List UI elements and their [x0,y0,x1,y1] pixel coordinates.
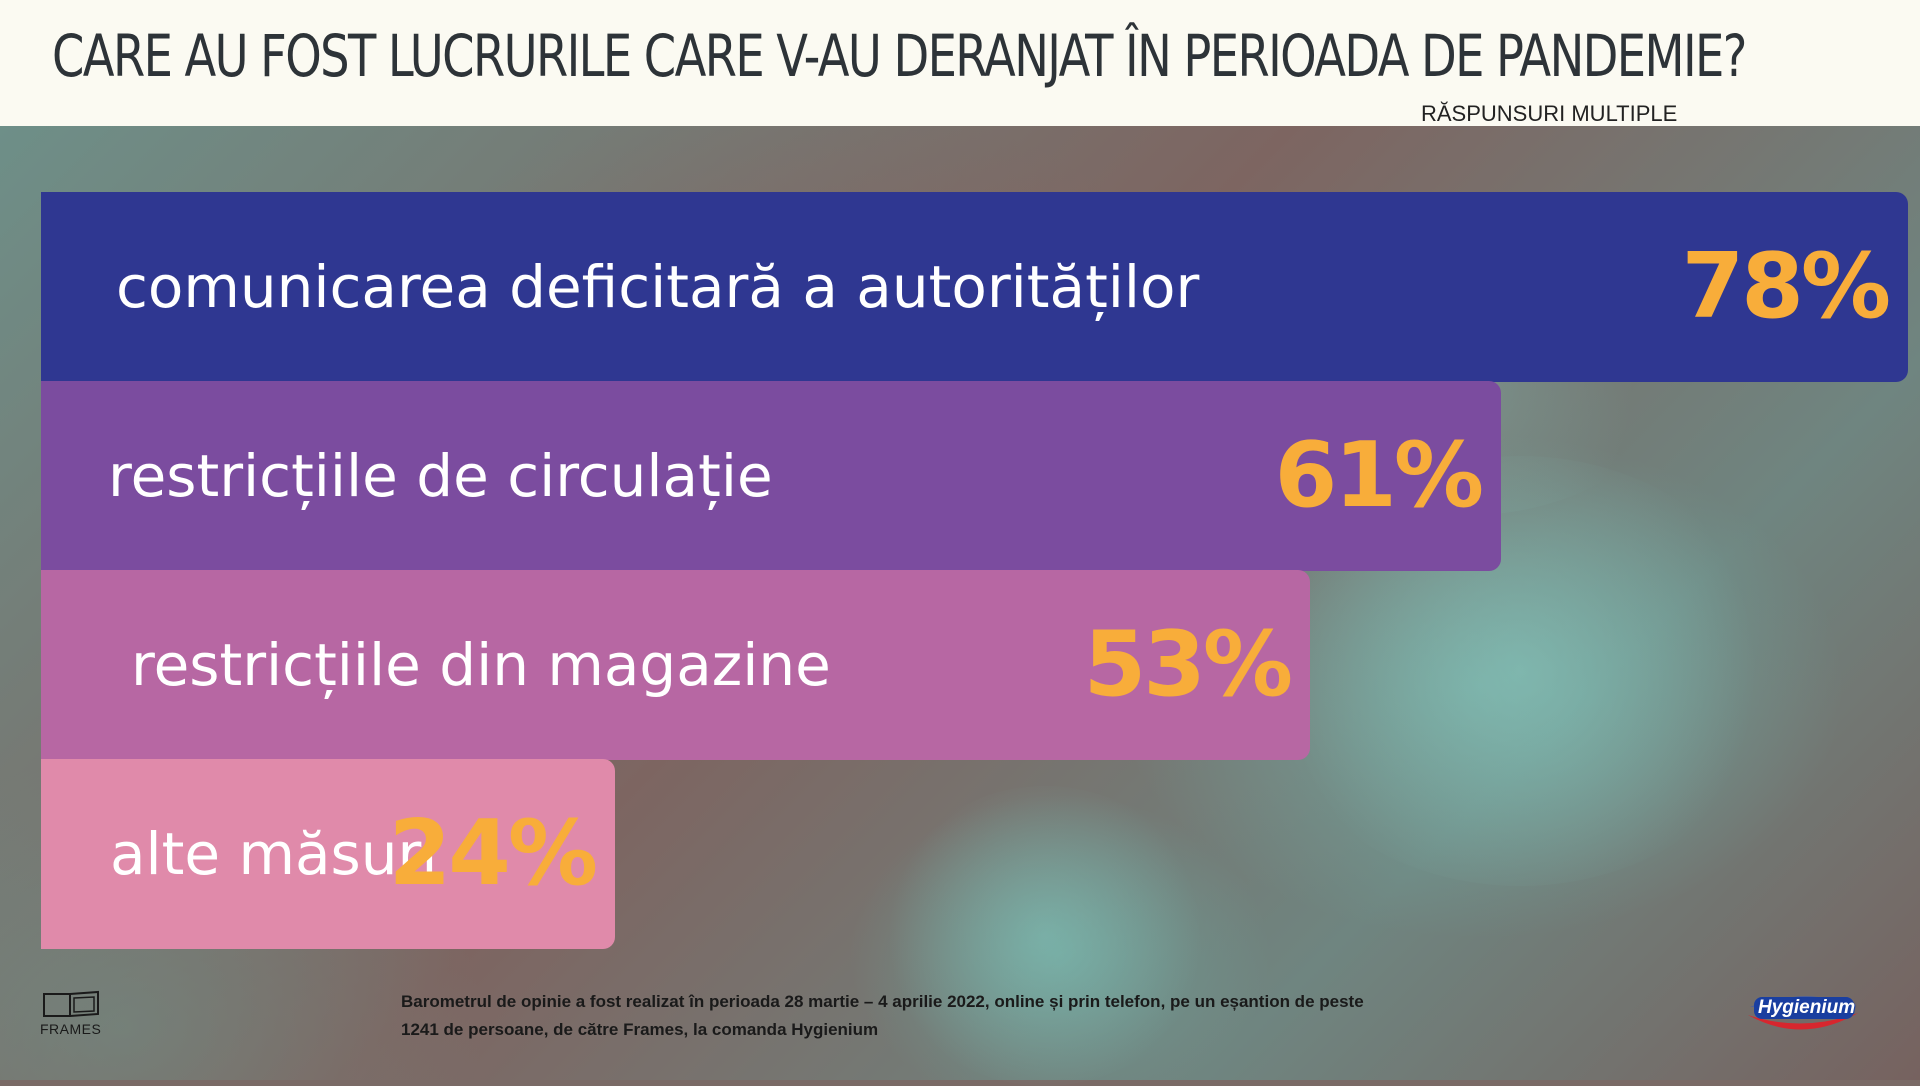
bar-category-label: restricțiile de circulație [108,442,773,510]
bar-category-label: alte măsuri [110,820,438,888]
frames-logo-icon [43,990,99,1017]
survey-footnote: Barometrul de opinie a fost realizat în … [401,988,1501,1044]
bar-value-label: 61% [1274,423,1484,528]
footnote-line-2: 1241 de persoane, de către Frames, la co… [401,1020,879,1039]
frames-logo-text: FRAMES [40,1021,102,1037]
bar [41,192,1908,382]
bar [41,759,615,949]
hygienium-logo-icon [1748,996,1858,1030]
page-title: CARE AU FOST LUCRURILE CARE V-AU DERANJA… [52,22,1747,90]
bar [41,570,1310,760]
virus-blob [880,786,1210,1086]
header-band: CARE AU FOST LUCRURILE CARE V-AU DERANJA… [0,0,1920,126]
bar-value-label: 78% [1681,234,1891,339]
chart-subtitle: RĂSPUNSURI MULTIPLE [1421,101,1678,126]
bar-value-label: 24% [388,801,598,906]
bar [41,381,1501,571]
hygienium-logo-text: Hygienium [1758,997,1856,1018]
footnote-line-1: Barometrul de opinie a fost realizat în … [401,992,1364,1011]
bar-category-label: comunicarea deficitară a autorităților [116,253,1200,321]
bar-category-label: restricțiile din magazine [131,631,831,699]
bar-value-label: 53% [1083,612,1293,717]
